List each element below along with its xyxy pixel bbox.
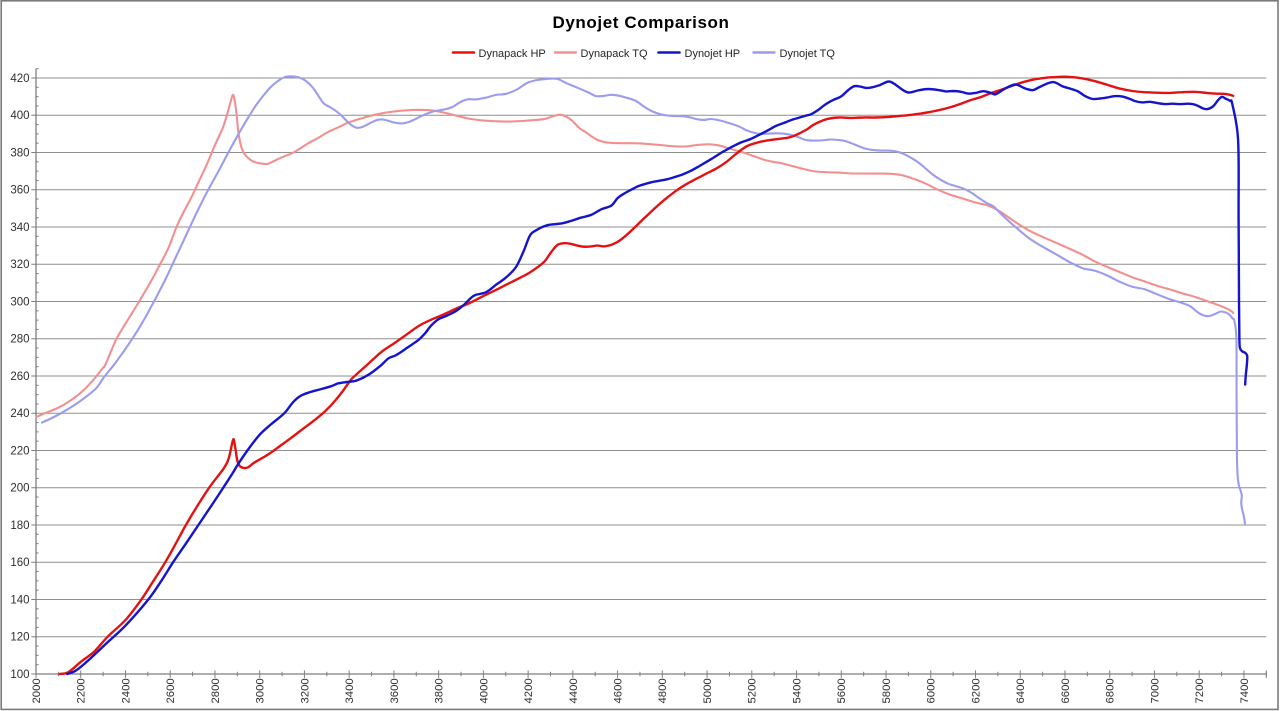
svg-text:5400: 5400 — [791, 678, 803, 703]
svg-text:400: 400 — [10, 110, 29, 122]
svg-text:160: 160 — [10, 557, 29, 569]
svg-text:340: 340 — [10, 222, 29, 234]
svg-text:220: 220 — [10, 445, 29, 457]
svg-text:6600: 6600 — [1060, 678, 1072, 703]
svg-text:4800: 4800 — [657, 678, 669, 703]
svg-text:320: 320 — [10, 259, 29, 271]
svg-text:6400: 6400 — [1015, 678, 1027, 703]
svg-text:7200: 7200 — [1194, 678, 1206, 703]
svg-text:Dynojet TQ: Dynojet TQ — [780, 48, 836, 60]
svg-text:3000: 3000 — [255, 678, 267, 703]
svg-text:2800: 2800 — [210, 678, 222, 703]
svg-text:Dynapack HP: Dynapack HP — [479, 48, 546, 60]
svg-text:Dynojet Comparison: Dynojet Comparison — [552, 13, 729, 32]
svg-text:260: 260 — [10, 371, 29, 383]
svg-text:5600: 5600 — [836, 678, 848, 703]
svg-text:7400: 7400 — [1239, 678, 1251, 703]
svg-text:2000: 2000 — [31, 678, 43, 703]
svg-text:Dynapack TQ: Dynapack TQ — [581, 48, 648, 60]
svg-text:3200: 3200 — [299, 678, 311, 703]
svg-text:120: 120 — [10, 632, 29, 644]
svg-text:420: 420 — [10, 73, 29, 85]
svg-text:180: 180 — [10, 520, 29, 532]
svg-text:7000: 7000 — [1149, 678, 1161, 703]
svg-text:280: 280 — [10, 334, 29, 346]
svg-text:6200: 6200 — [970, 678, 982, 703]
svg-text:3400: 3400 — [344, 678, 356, 703]
svg-text:240: 240 — [10, 408, 29, 420]
svg-text:4000: 4000 — [478, 678, 490, 703]
svg-text:100: 100 — [10, 669, 29, 681]
svg-text:5000: 5000 — [702, 678, 714, 703]
svg-text:2600: 2600 — [165, 678, 177, 703]
svg-text:2200: 2200 — [76, 678, 88, 703]
svg-text:5200: 5200 — [747, 678, 759, 703]
svg-text:6000: 6000 — [926, 678, 938, 703]
svg-text:2400: 2400 — [120, 678, 132, 703]
svg-text:3600: 3600 — [389, 678, 401, 703]
svg-text:3800: 3800 — [434, 678, 446, 703]
svg-text:4600: 4600 — [613, 678, 625, 703]
svg-text:380: 380 — [10, 147, 29, 159]
svg-text:300: 300 — [10, 296, 29, 308]
svg-text:360: 360 — [10, 185, 29, 197]
svg-text:4200: 4200 — [523, 678, 535, 703]
svg-text:5800: 5800 — [881, 678, 893, 703]
svg-text:Dynojet HP: Dynojet HP — [685, 48, 741, 60]
svg-text:200: 200 — [10, 483, 29, 495]
svg-text:140: 140 — [10, 594, 29, 606]
svg-text:4400: 4400 — [568, 678, 580, 703]
svg-text:6800: 6800 — [1105, 678, 1117, 703]
